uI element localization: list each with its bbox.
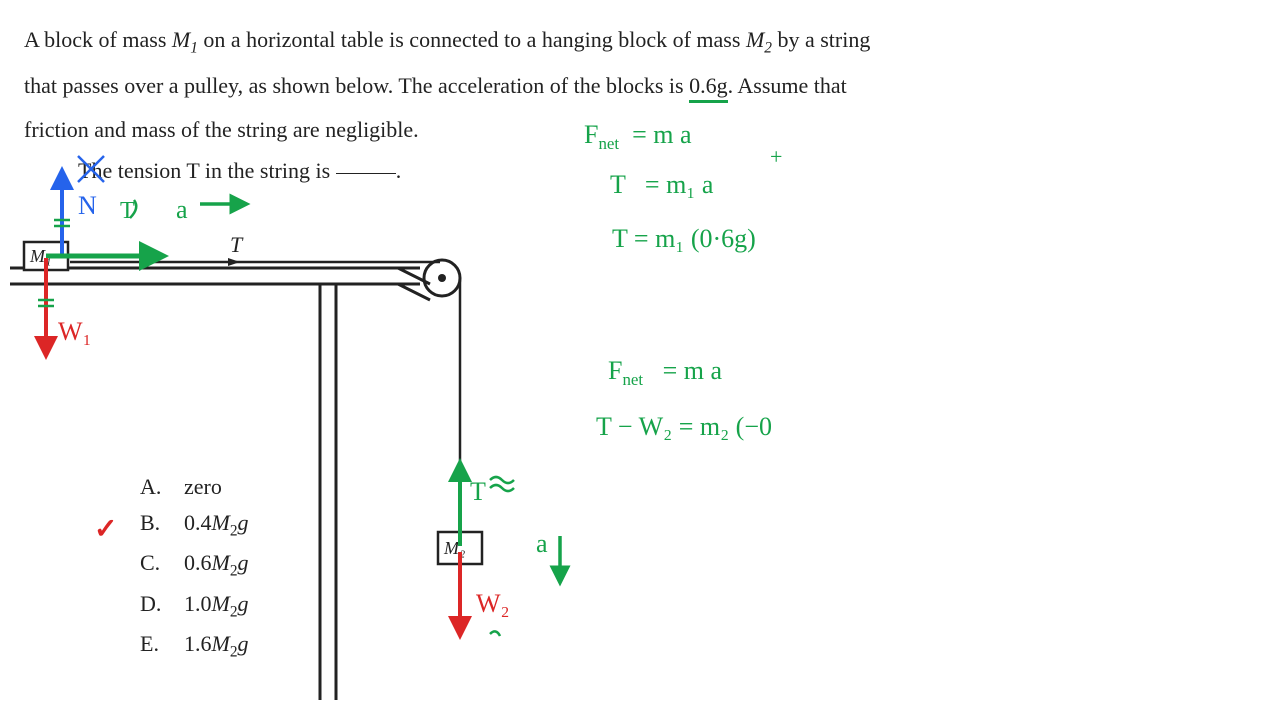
question-post: . <box>396 158 402 183</box>
svg-text:W₂: W₂ <box>476 589 510 618</box>
eq-plus: + <box>770 144 782 170</box>
choice-e-letter: E. <box>140 631 184 657</box>
question-line: The tension T in the string is . <box>78 158 401 184</box>
svg-text:T: T <box>120 198 135 224</box>
choice-d: D. 1.0M2g <box>140 591 249 621</box>
svg-text:N: N <box>78 191 97 220</box>
choice-c-value: 0.6M2g <box>184 550 249 580</box>
choice-b: B. 0.4M2g <box>140 510 249 540</box>
choice-d-letter: D. <box>140 591 184 617</box>
choices-list: A. zero B. 0.4M2g C. 0.6M2g D. 1.0M2g E.… <box>140 474 249 672</box>
svg-text:M₁: M₁ <box>29 246 51 266</box>
problem-line1-mid: on a horizontal table is connected to a … <box>198 27 746 52</box>
problem-line1-post: by a string <box>772 27 870 52</box>
svg-text:a: a <box>176 195 188 224</box>
T-label: T <box>230 232 244 257</box>
svg-text:a: a <box>536 529 548 558</box>
choice-b-value: 0.4M2g <box>184 510 249 540</box>
eq-t-m1-06g: T = m₁ (0·6g) <box>612 224 756 254</box>
page: A block of mass M1 on a horizontal table… <box>0 0 1280 720</box>
blank <box>336 173 396 174</box>
choice-c-letter: C. <box>140 550 184 576</box>
choice-a-letter: A. <box>140 474 184 500</box>
eq-fnet-1: Fnet = m a <box>584 120 692 154</box>
correct-check-icon: ✓ <box>94 512 117 546</box>
svg-text:M₂: M₂ <box>443 538 465 558</box>
svg-text:T: T <box>470 477 486 506</box>
m2-sym: M <box>746 27 764 52</box>
choice-e-value: 1.6M2g <box>184 631 249 661</box>
problem-line3: friction and mass of the string are negl… <box>24 117 419 142</box>
svg-text:W₁: W₁ <box>58 317 92 346</box>
m1-sym: M <box>172 27 190 52</box>
m1-sub: 1 <box>190 39 198 56</box>
choice-a: A. zero <box>140 474 249 500</box>
choice-c: C. 0.6M2g <box>140 550 249 580</box>
choice-d-value: 1.0M2g <box>184 591 249 621</box>
eq-fnet-2: Fnet = m a <box>608 356 722 390</box>
problem-line1-pre: A block of mass <box>24 27 172 52</box>
problem-line2-pre: that passes over a pulley, as shown belo… <box>24 73 689 98</box>
choice-a-text: zero <box>184 474 222 500</box>
question-pre: The tension T in the string is <box>78 158 336 183</box>
m2-sub: 2 <box>764 39 772 56</box>
eq-t-w2: T − W₂ = m₂ (−0 <box>596 412 772 442</box>
choice-b-letter: B. <box>140 510 184 536</box>
problem-line2-post: . Assume that <box>728 73 847 98</box>
choice-e: E. 1.6M2g <box>140 631 249 661</box>
eq-t-m1a: T = m₁ a <box>610 170 713 200</box>
accel-value: 0.6g <box>689 73 728 103</box>
